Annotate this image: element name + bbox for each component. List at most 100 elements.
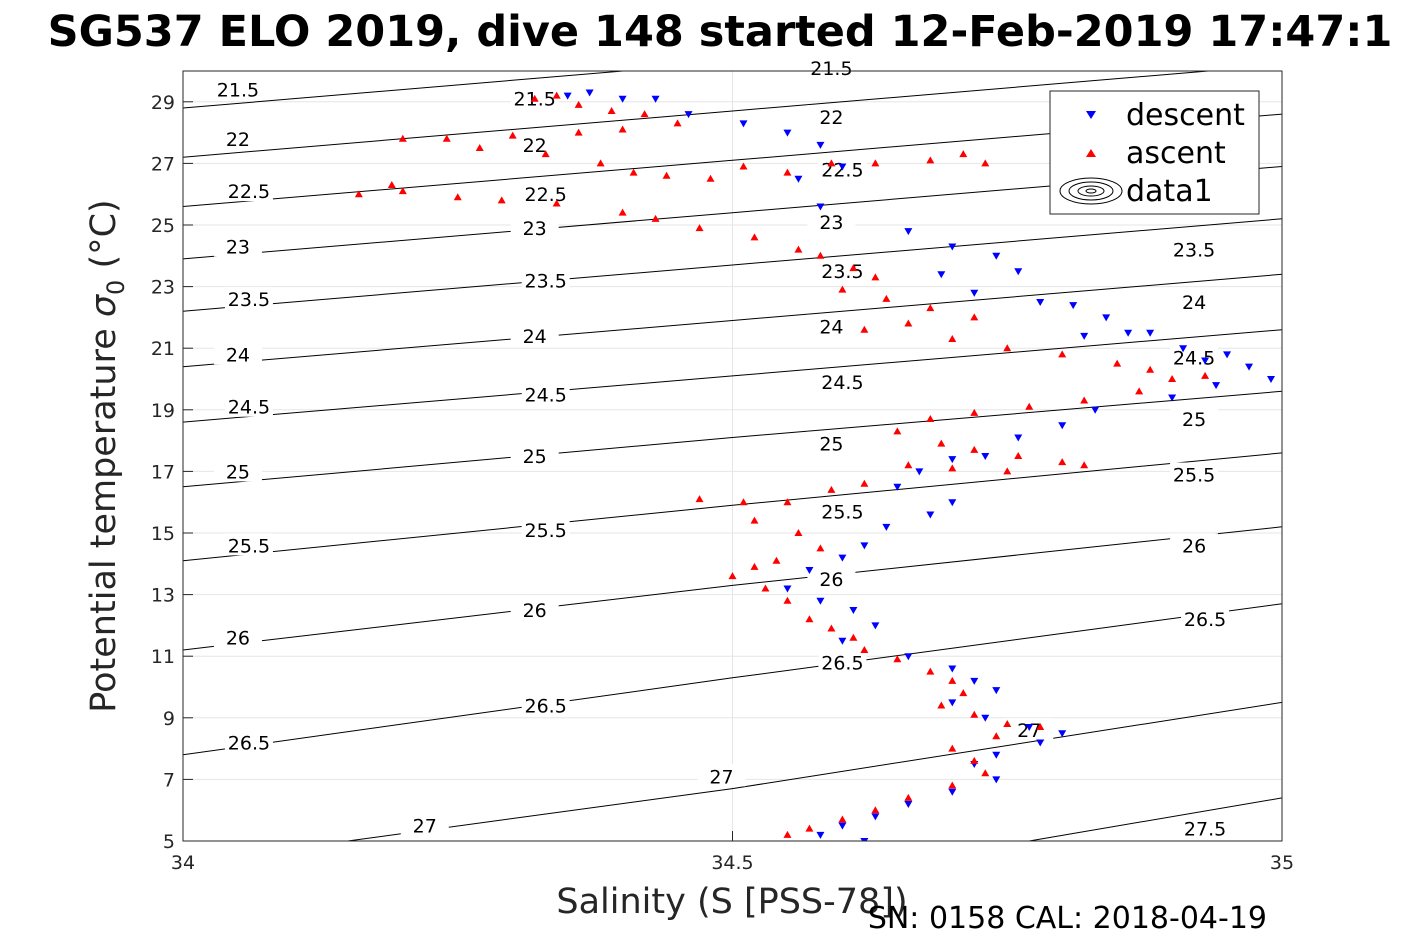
contour-label-bg-13 [521,268,570,291]
ascent-point-14 [629,168,638,176]
contour-label-bg-11 [807,209,856,232]
ascent-point-91 [948,744,957,752]
descent-point-52 [970,677,979,685]
y-tick-label-6: 17 [151,461,175,483]
contour-label-bg-33 [510,598,559,620]
contour-label-16: 24 [226,344,250,366]
descent-point-50 [904,653,913,661]
ascent-point-58 [970,445,979,453]
descent-point-51 [948,665,957,673]
descent-point-22 [1124,329,1133,337]
contour-label-11: 23 [819,212,843,234]
ascent-point-4 [640,110,649,118]
y-axis-label-subscript: 0 [102,280,130,295]
ascent-point-92 [970,756,979,764]
contour-label-bg-31 [1170,462,1219,485]
descent-point-26 [1201,357,1210,365]
descent-point-63 [904,801,913,809]
ascent-point-40 [926,304,935,312]
contour-label-bg-17 [510,323,559,346]
y-axis-label-main: Potential temperature [84,317,124,713]
ascent-point-51 [1135,387,1144,395]
descent-point-9 [838,163,847,171]
legend-contour-icon [1059,177,1123,205]
descent-point-33 [1058,422,1067,430]
contour-label-10: 23 [523,218,547,240]
descent-point-55 [981,714,990,722]
contour-label-30: 25.5 [821,501,863,523]
ascent-point-13 [596,159,605,167]
descent-point-36 [948,456,957,464]
ascent-point-57 [937,439,946,447]
contour-label-bg-40 [400,813,449,836]
contour-label-0: 21.5 [217,79,259,101]
descent-point-17 [970,289,979,297]
x-tick-label-1: 34.5 [711,852,753,874]
descent-point-19 [1014,268,1023,276]
y-axis: 5 7 9 11 13 15 17 19 21 23 25 27 29 [151,92,193,853]
ascent-point-9 [442,134,451,142]
y-tick-label-12: 29 [151,92,175,114]
descent-point-40 [926,511,935,519]
ascent-point-23 [981,159,990,167]
contour-line-22 [183,71,1215,158]
contour-label-bg-6 [224,179,273,202]
descent-point-65 [838,822,847,830]
ascent-point-39 [882,294,891,302]
ascent-point-25 [453,193,462,201]
descent-point-56 [1025,724,1034,732]
ascent-point-17 [739,162,748,170]
ascent-point-21 [926,156,935,164]
descent-point-41 [882,523,891,531]
ascent-point-61 [1080,461,1089,469]
contour-label-20: 24.5 [228,397,270,419]
legend-data1-label: data1 [1126,174,1213,209]
contour-label-bg-26 [807,431,856,454]
descent-point-57 [1058,730,1067,738]
ascent-point-69 [695,495,704,503]
legend-box [1049,90,1260,215]
descent-point-25 [1179,345,1188,353]
descent-point-7 [816,141,825,149]
ascent-point-26 [398,187,407,195]
descent-point-8 [794,175,803,183]
contour-label-12: 23.5 [228,289,270,311]
ascent-point-8 [508,131,517,139]
ascent-point-34 [794,245,803,253]
contour-label-bg-19 [1170,290,1219,312]
ascent-point-11 [475,144,484,151]
contour-label-6: 22.5 [228,181,270,203]
contour-label-bg-43 [1181,816,1230,839]
descent-point-42 [860,542,869,550]
descent-point-15 [992,252,1001,260]
contour-label-13: 23.5 [525,270,567,292]
ascent-point-76 [761,584,770,592]
y-tick-label-7: 19 [151,400,175,422]
ascent-point-88 [1003,719,1012,727]
descent-point-62 [948,788,957,796]
ascent-point-97 [838,815,847,823]
descent-point-54 [948,699,957,707]
contour-label-19: 24 [1182,292,1206,314]
legend: descent ascent data1 [1049,90,1260,215]
contour-line-25 [183,390,1282,488]
contour-line-24-5 [183,329,1282,423]
y-tick-label-3: 11 [151,646,175,668]
ascent-point-37 [871,273,880,281]
contour-label-2: 21.5 [810,58,852,80]
contour-label-bg-20 [224,394,273,417]
ascent-point-12 [541,150,550,158]
descent-point-53 [992,687,1001,695]
x-axis-label: Salinity (S [PSS-78]) [556,882,907,922]
contour-label-17: 24 [523,326,547,348]
descent-point-67 [860,838,869,841]
descent-point-5 [739,120,748,128]
ascent-point-3 [607,107,616,115]
descent-point-47 [849,607,858,614]
contour-label-bg-12 [224,286,273,309]
contour-label-bg-16 [213,342,262,365]
descent-point-29 [1267,376,1276,383]
contour-label-7: 22.5 [525,184,567,206]
ascent-point-80 [849,633,858,641]
descent-point-28 [1245,363,1254,371]
